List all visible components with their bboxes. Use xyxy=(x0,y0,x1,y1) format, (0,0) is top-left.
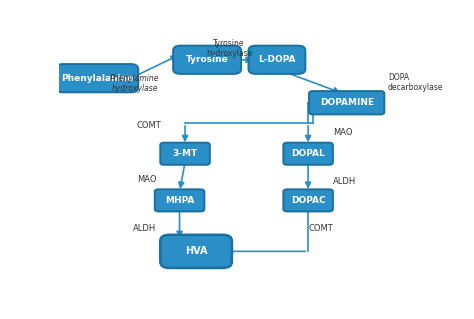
Text: DOPAL: DOPAL xyxy=(291,149,325,158)
Text: MHPA: MHPA xyxy=(165,196,194,205)
FancyBboxPatch shape xyxy=(309,91,384,115)
Text: COMT: COMT xyxy=(308,224,333,233)
Text: 3-MT: 3-MT xyxy=(173,149,198,158)
FancyBboxPatch shape xyxy=(283,189,333,211)
Text: HVA: HVA xyxy=(185,246,207,256)
FancyBboxPatch shape xyxy=(160,143,210,165)
Text: Phenylamine
hydroxylase: Phenylamine hydroxylase xyxy=(110,74,159,93)
Text: L-DOPA: L-DOPA xyxy=(258,55,296,64)
Text: Tyrosine: Tyrosine xyxy=(186,55,228,64)
Text: MAO: MAO xyxy=(333,128,353,137)
FancyBboxPatch shape xyxy=(55,64,138,92)
FancyBboxPatch shape xyxy=(248,46,305,74)
Text: DOPA
decarboxylase: DOPA decarboxylase xyxy=(388,73,444,92)
Text: MAO: MAO xyxy=(137,175,156,184)
FancyBboxPatch shape xyxy=(160,235,232,268)
Text: ALDH: ALDH xyxy=(333,177,356,187)
Text: DOPAMINE: DOPAMINE xyxy=(319,98,374,107)
Text: Phenylalanine: Phenylalanine xyxy=(61,74,133,83)
Text: COMT: COMT xyxy=(137,121,161,130)
FancyBboxPatch shape xyxy=(283,143,333,165)
Text: DOPAC: DOPAC xyxy=(291,196,326,205)
Text: ALDH: ALDH xyxy=(133,224,156,233)
FancyBboxPatch shape xyxy=(173,46,241,74)
FancyBboxPatch shape xyxy=(155,189,204,211)
Text: Tyrosine
hydroxylase: Tyrosine hydroxylase xyxy=(206,39,252,58)
